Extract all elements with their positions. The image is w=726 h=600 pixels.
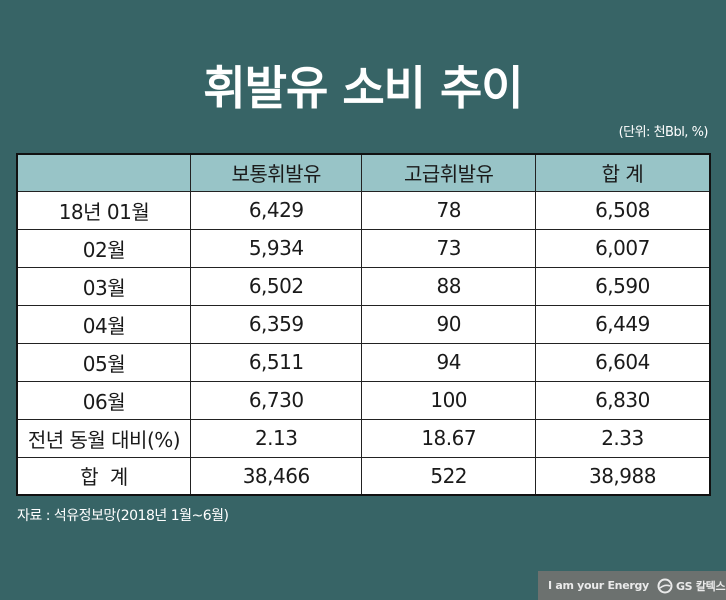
unit-note: (단위: 천Bbl, %) [618,125,709,140]
cell-premium: 78 [361,190,536,230]
cell-regular: 6,511 [189,342,363,382]
header-total: 합 계 [534,153,711,192]
brand-logo: GS 칼텍스 [657,578,726,594]
table-row: 03월 6,502 88 6,590 [16,266,711,306]
cell-total: 6,830 [534,380,711,420]
brand-badge: I am your Energy GS 칼텍스 [538,571,726,600]
cell-premium: 73 [361,228,536,268]
cell-regular: 6,429 [189,190,363,230]
cell-premium: 94 [361,342,536,382]
slogan: I am your Energy [548,579,649,592]
table-row: 05월 6,511 94 6,604 [16,342,711,382]
row-label: 04월 [16,304,191,344]
gs-caltex-logo-icon [657,578,673,594]
cell-total: 6,508 [534,190,711,230]
cell-regular: 6,502 [189,266,363,306]
table-row-yoy: 전년 동월 대비(%) 2.13 18.67 2.33 [16,418,711,458]
header-regular-gasoline: 보통휘발유 [189,153,363,192]
cell-total: 6,590 [534,266,711,306]
cell-premium: 90 [361,304,536,344]
cell-regular: 2.13 [189,418,363,458]
row-label: 03월 [16,266,191,306]
row-label: 02월 [16,228,191,268]
cell-total: 6,449 [534,304,711,344]
table-row: 18년 01월 6,429 78 6,508 [16,190,711,230]
cell-regular: 6,730 [189,380,363,420]
row-label: 합 계 [16,456,191,496]
cell-premium: 522 [361,456,536,496]
cell-total: 2.33 [534,418,711,458]
cell-total: 6,604 [534,342,711,382]
table-row: 06월 6,730 100 6,830 [16,380,711,420]
header-corner [16,153,191,192]
row-label: 전년 동월 대비(%) [16,418,191,458]
gasoline-consumption-table: 보통휘발유 고급휘발유 합 계 18년 01월 6,429 78 6,508 0… [16,153,711,496]
table-row: 02월 5,934 73 6,007 [16,228,711,268]
page-title: 휘발유 소비 추이 [203,61,523,115]
cell-regular: 5,934 [189,228,363,268]
cell-regular: 6,359 [189,304,363,344]
cell-total: 38,988 [534,456,711,496]
row-label: 05월 [16,342,191,382]
table-header-row: 보통휘발유 고급휘발유 합 계 [16,153,711,192]
row-label: 18년 01월 [16,190,191,230]
row-label: 06월 [16,380,191,420]
cell-total: 6,007 [534,228,711,268]
table-row: 04월 6,359 90 6,449 [16,304,711,344]
header-premium-gasoline: 고급휘발유 [361,153,536,192]
brand-name: GS 칼텍스 [675,579,726,593]
cell-premium: 88 [361,266,536,306]
cell-premium: 100 [361,380,536,420]
source-note: 자료 : 석유정보망(2018년 1월~6월) [17,508,229,524]
cell-regular: 38,466 [189,456,363,496]
cell-premium: 18.67 [361,418,536,458]
table-row-total: 합 계 38,466 522 38,988 [16,456,711,496]
